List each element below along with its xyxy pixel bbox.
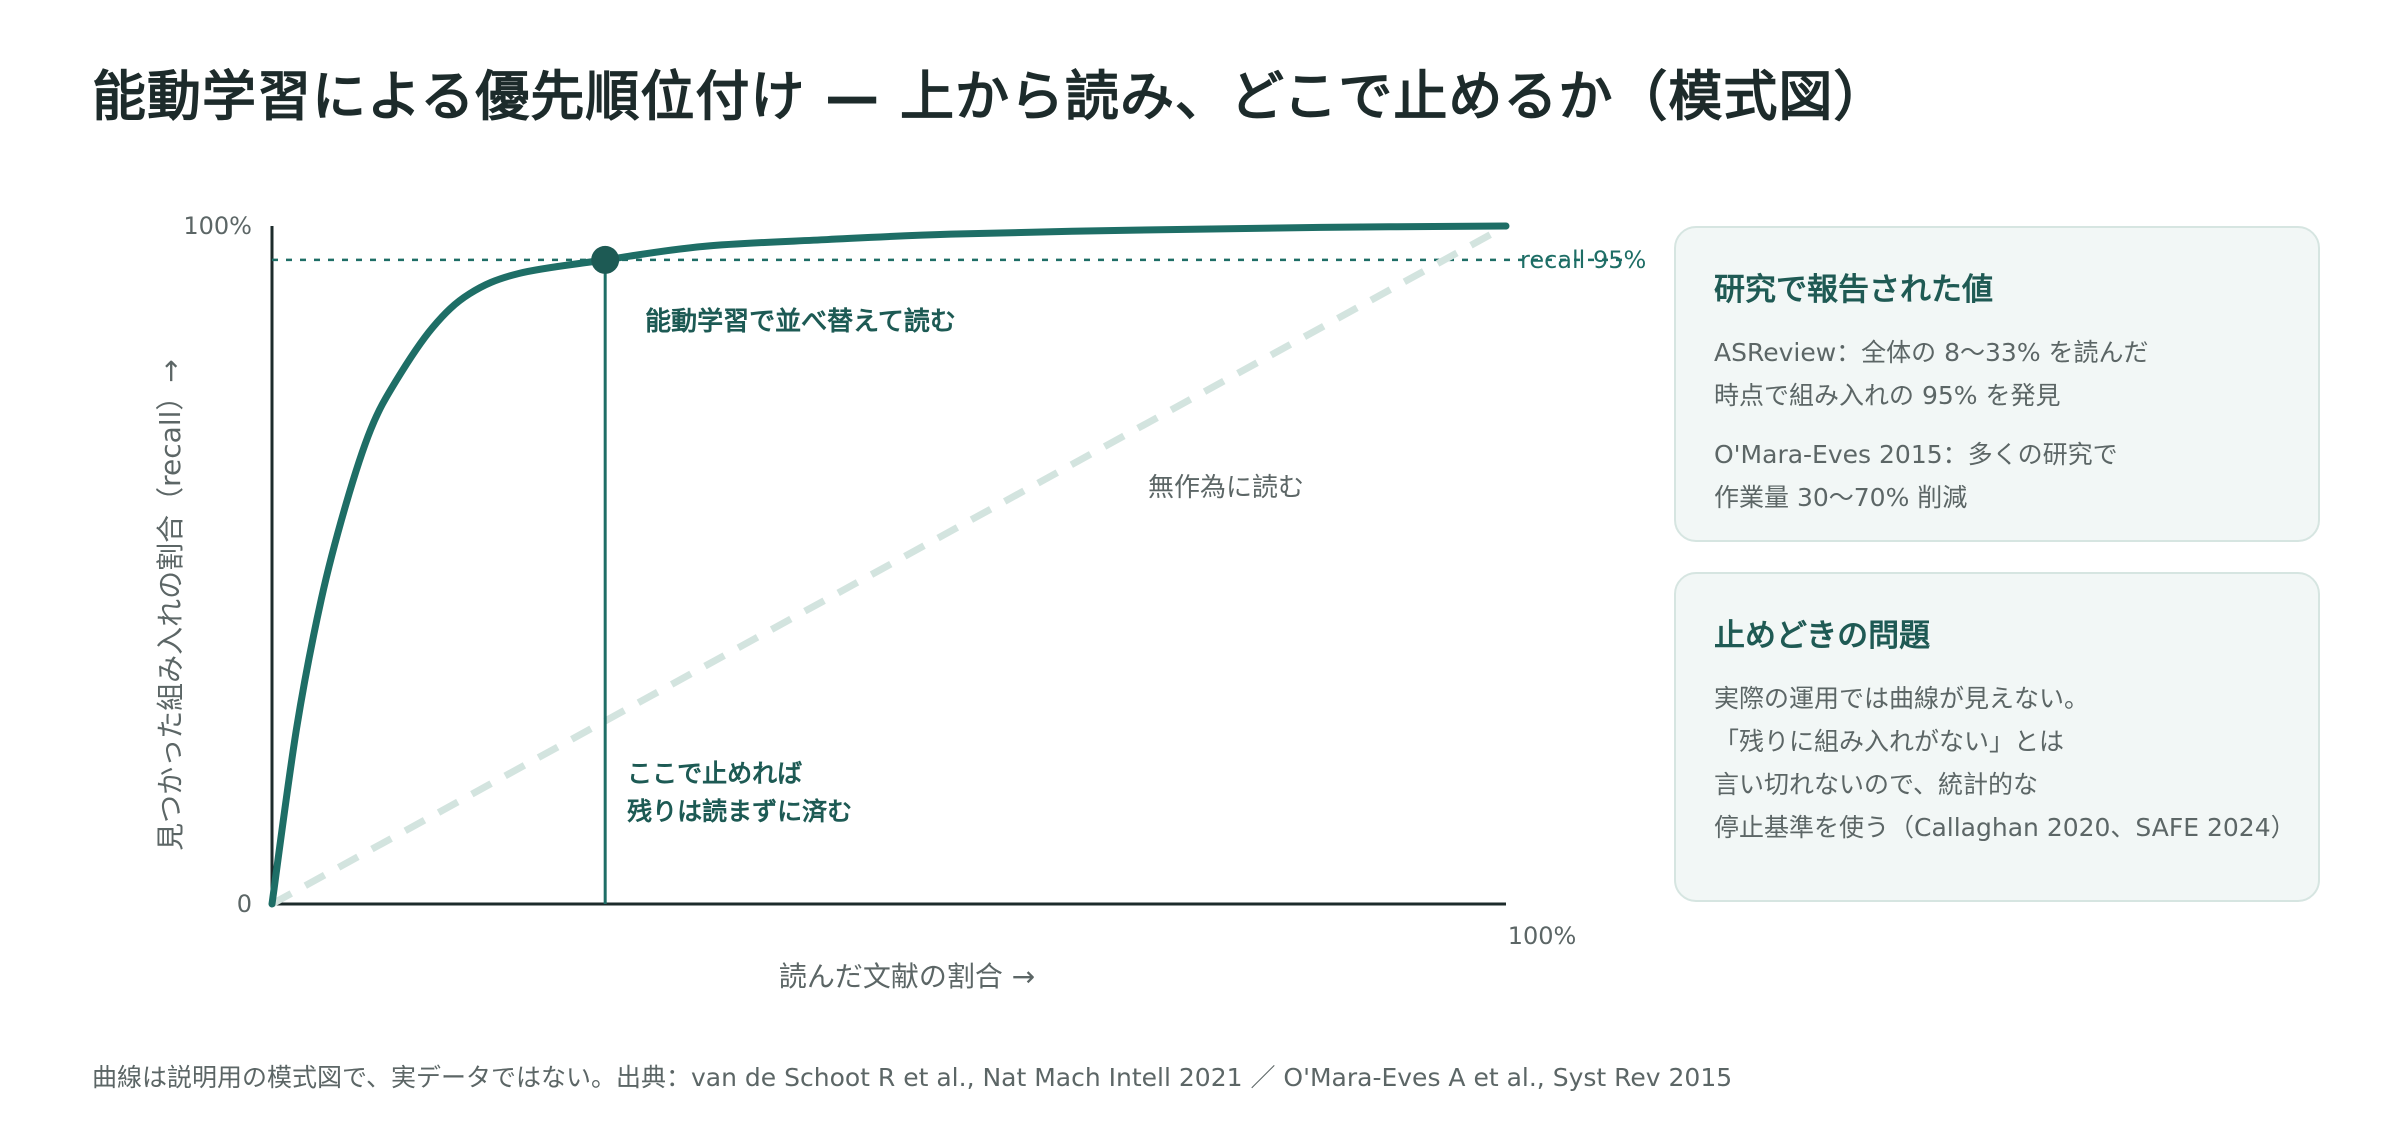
y-axis-label: 見つかった組み入れの割合（recall）→ bbox=[154, 359, 187, 851]
footnote: 曲線は説明用の模式図で、実データではない。出典：van de Schoot R … bbox=[92, 1063, 1733, 1092]
card-text-line: 言い切れないので、統計的な bbox=[1714, 770, 2039, 799]
card-text-line: O'Mara-Eves 2015：多くの研究で bbox=[1714, 440, 2118, 469]
card-title: 研究で報告された値 bbox=[1714, 272, 1993, 308]
y-tick-0: 0 bbox=[237, 890, 252, 918]
stop-point-marker bbox=[591, 245, 620, 274]
card-text-line: 時点で組み入れの 95% を発見 bbox=[1714, 381, 2061, 410]
reported-values-card: 研究で報告された値 ASReview：全体の 8〜33% を読んだ 時点で組み入… bbox=[1674, 226, 2320, 542]
x-axis-label: 読んだ文献の割合 → bbox=[779, 960, 1035, 993]
card-title: 止めどきの問題 bbox=[1714, 618, 1931, 654]
active-learning-curve bbox=[268, 222, 1510, 908]
y-tick-100: 100% bbox=[183, 212, 252, 240]
card-text-line: 作業量 30〜70% 削減 bbox=[1714, 483, 1968, 512]
stopping-problem-card: 止めどきの問題 実際の運用では曲線が見えない。 「残りに組み入れがない」とは 言… bbox=[1674, 572, 2320, 902]
card-text-line: 実際の運用では曲線が見えない。 bbox=[1714, 684, 2090, 713]
x-tick-100: 100% bbox=[1508, 922, 1577, 950]
active-learning-label: 能動学習で並べ替えて読む bbox=[645, 306, 956, 337]
random-reading-label: 無作為に読む bbox=[1148, 473, 1304, 503]
stop-annotation-line2: 残りは読まずに済む bbox=[627, 797, 852, 826]
card-text-line: ASReview：全体の 8〜33% を読んだ bbox=[1714, 338, 2149, 367]
recall-95-label: recall 95% bbox=[1520, 246, 1646, 274]
card-text-line: 停止基準を使う（Callaghan 2020、SAFE 2024） bbox=[1714, 813, 2296, 842]
recall-chart: 100% 0 100% 読んだ文献の割合 → 見つかった組み入れの割合（reca… bbox=[154, 212, 1646, 993]
stop-annotation-line1: ここで止めれば bbox=[627, 759, 802, 788]
card-text-line: 「残りに組み入れがない」とは bbox=[1714, 727, 2065, 756]
page-title: 能動学習による優先順位付け — 上から読み、どこで止めるか（模式図） bbox=[92, 65, 1889, 128]
random-reading-line bbox=[270, 222, 1508, 908]
